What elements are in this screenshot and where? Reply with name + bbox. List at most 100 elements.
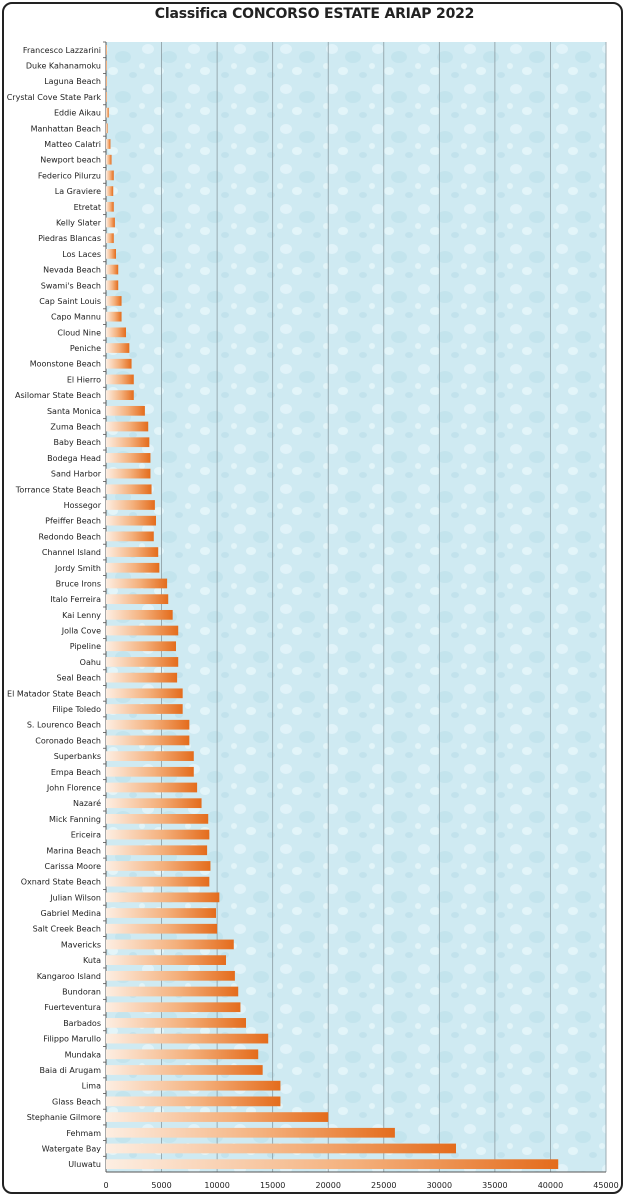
bar (106, 986, 239, 997)
category-label: Cap Saint Louis (39, 297, 101, 306)
category-label: Nazaré (73, 798, 101, 808)
x-tick-label: 40000 (538, 1181, 563, 1190)
bar (106, 1018, 246, 1028)
category-label: Ericeira (71, 831, 101, 840)
category-label: Santa Monica (47, 407, 101, 416)
category-label: Nevada Beach (43, 266, 101, 275)
category-label: Redondo Beach (39, 532, 101, 541)
category-label: Etretat (74, 203, 101, 212)
category-label: Watergate Bay (42, 1144, 101, 1153)
category-label: Duke Kahanamoku (26, 62, 101, 71)
bar (106, 704, 183, 714)
bar (106, 955, 226, 965)
bar (106, 500, 155, 510)
bar (106, 876, 210, 887)
category-label: Los Laces (62, 250, 101, 259)
bar (106, 484, 152, 495)
bar (106, 139, 111, 149)
category-label: Kai Lenny (62, 611, 101, 620)
bar (106, 845, 208, 856)
category-label: Moonstone Beach (30, 360, 101, 369)
category-label: Matteo Calatri (44, 140, 101, 149)
category-label: Barbados (63, 1019, 101, 1028)
bar (106, 641, 176, 652)
bar (106, 233, 114, 244)
bar (106, 201, 114, 212)
bar (106, 782, 198, 793)
bar (106, 908, 216, 918)
category-label: Fehmam (66, 1129, 101, 1138)
category-label: La Graviere (55, 187, 101, 196)
bar (106, 1127, 395, 1138)
category-label: Marina Beach (46, 846, 101, 855)
bar (106, 405, 145, 416)
x-tick-label: 15000 (260, 1181, 285, 1190)
category-label: Hossegor (64, 501, 102, 510)
bar (106, 421, 149, 432)
category-label: Peniche (70, 344, 101, 353)
bar (106, 123, 108, 134)
category-label: Laguna Beach (44, 77, 101, 86)
bar (106, 625, 179, 636)
bar (106, 107, 109, 118)
bar (106, 531, 154, 542)
bar (106, 437, 150, 448)
category-label: Pipeline (70, 642, 101, 651)
bar (106, 578, 168, 589)
bar (106, 217, 115, 228)
x-tick-label: 5000 (151, 1181, 171, 1190)
bar (106, 923, 218, 934)
category-label: Jordy Smith (54, 564, 101, 573)
category-label: Asilomar State Beach (15, 391, 101, 400)
category-label: Zuma Beach (50, 423, 101, 432)
category-label: Baia di Arugam (39, 1066, 101, 1075)
bar (106, 594, 169, 605)
bar (106, 798, 202, 809)
category-label: Baby Beach (53, 438, 101, 447)
category-label: Bundoran (62, 988, 101, 997)
bar (106, 719, 190, 730)
category-label: Federico Pilurzu (38, 171, 101, 180)
bar (106, 1159, 559, 1170)
bar (106, 92, 107, 102)
bar (106, 1002, 241, 1013)
category-label: Piedras Blancas (38, 234, 101, 243)
category-label: Newport beach (40, 156, 101, 165)
bar (106, 751, 194, 761)
category-label: Crystal Cove State Park (7, 93, 102, 102)
bar (106, 249, 116, 259)
bar (106, 390, 134, 400)
category-label: Francesco Lazzarini (23, 46, 101, 55)
category-label: Seal Beach (57, 674, 101, 683)
category-label: Mick Fanning (49, 815, 101, 824)
category-label: Carissa Moore (44, 862, 101, 871)
bar (106, 970, 235, 981)
x-tick-label: 30000 (427, 1181, 452, 1190)
bar (106, 170, 114, 181)
category-label: Pfeiffer Beach (45, 517, 101, 526)
bar (106, 814, 209, 824)
x-tick-label: 35000 (482, 1181, 507, 1190)
bar (106, 829, 210, 840)
bar (106, 264, 119, 275)
bar (106, 657, 179, 667)
bar (106, 1065, 263, 1075)
category-label: Filipe Toledo (52, 705, 101, 714)
bar (106, 327, 126, 338)
bar (106, 892, 220, 903)
bar (106, 672, 178, 683)
category-label: Kuta (83, 956, 101, 965)
category-label: Coronado Beach (35, 736, 101, 745)
bar (106, 343, 130, 353)
plot-area (106, 42, 606, 1172)
category-label: Mundaka (65, 1050, 102, 1059)
bar (106, 688, 183, 699)
category-label: Kangaroo Island (37, 972, 101, 981)
x-tick-label: 10000 (204, 1181, 229, 1190)
bar (106, 76, 107, 87)
category-label: Swami's Beach (41, 281, 101, 290)
x-tick-label: 20000 (315, 1181, 340, 1190)
bar (106, 766, 194, 777)
category-label: Italo Ferreira (50, 595, 101, 604)
